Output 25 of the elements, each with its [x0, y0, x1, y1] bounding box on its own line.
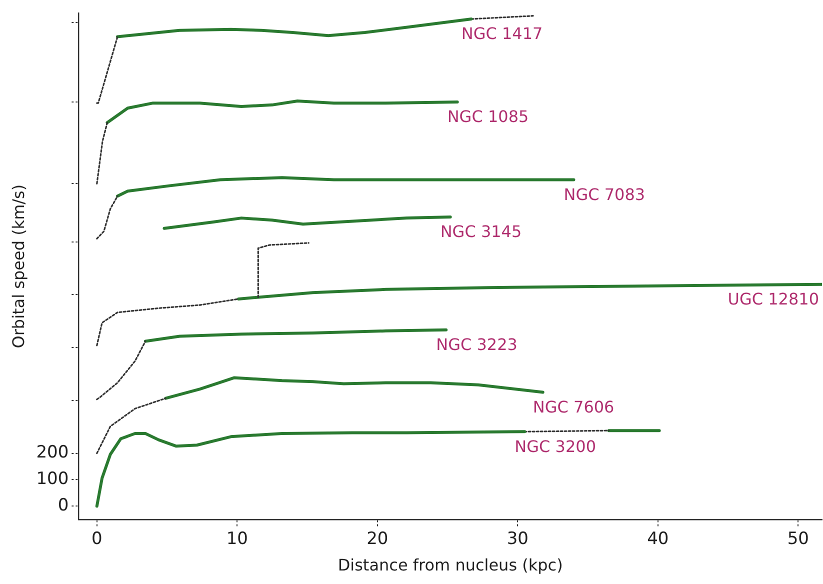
- line-series: [96, 122, 108, 184]
- y-axis-title: Orbital speed (km/s): [8, 184, 28, 348]
- x-tick-label: 0: [91, 529, 102, 550]
- line-series: [96, 340, 146, 400]
- line-series: [96, 195, 118, 240]
- series-label: NGC 3223: [436, 335, 518, 354]
- series-label: NGC 7083: [564, 184, 646, 204]
- x-tick-label: 40: [647, 529, 669, 550]
- series-label: NGC 3200: [514, 436, 596, 456]
- x-tick-label: 10: [226, 529, 248, 550]
- line-series: [96, 298, 240, 346]
- series-label: NGC 3145: [440, 222, 522, 242]
- x-tick-label: 20: [366, 529, 388, 550]
- y-tick-label: 100: [36, 469, 69, 490]
- series-label: NGC 1417: [461, 24, 543, 44]
- y-tick-label: 200: [36, 442, 69, 463]
- x-tick-label: 50: [787, 529, 809, 550]
- x-tick-label: 30: [506, 529, 528, 550]
- series-label: UGC 12810: [728, 290, 819, 309]
- series-label: NGC 1085: [447, 107, 529, 126]
- x-axis-title: Distance from nucleus (kpc): [338, 556, 563, 575]
- line-series: [257, 242, 310, 298]
- series-label: NGC 7606: [532, 397, 614, 416]
- line-series: [96, 398, 166, 454]
- y-tick-label: 0: [58, 496, 69, 516]
